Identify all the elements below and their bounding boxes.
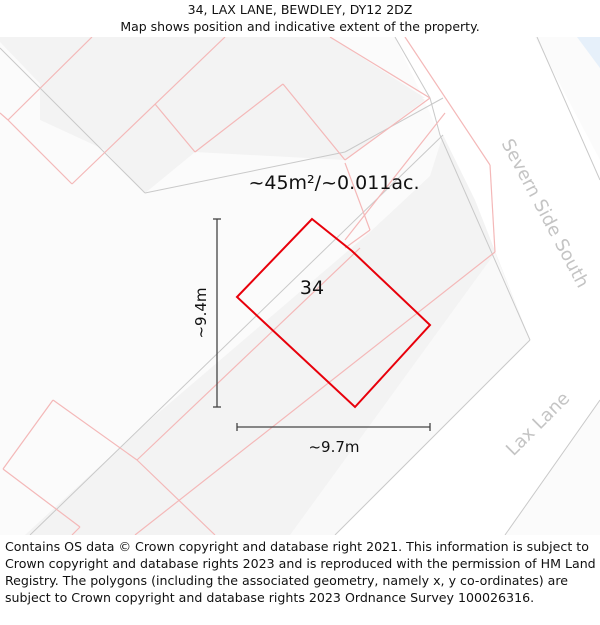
map-header: 34, LAX LANE, BEWDLEY, DY12 2DZ Map show…	[0, 0, 600, 37]
plot-number-label: 34	[300, 277, 324, 299]
plot-lower-right	[290, 253, 530, 535]
property-outline[interactable]	[235, 217, 432, 409]
water-area	[577, 37, 600, 68]
area-label: ~45m²/~0.011ac.	[248, 172, 419, 194]
building-block-top-inner	[40, 37, 425, 193]
road-edges	[0, 37, 600, 535]
dimension-lines	[213, 218, 431, 431]
height-dimension-label: ~9.4m	[192, 287, 210, 338]
width-dimension-label: ~9.7m	[308, 438, 359, 456]
map-subtitle: Map shows position and indicative extent…	[120, 19, 480, 34]
plot-top-left	[0, 80, 105, 184]
boundary-lines	[0, 37, 496, 535]
copyright-attribution: Contains OS data © Crown copyright and d…	[5, 539, 596, 605]
property-map[interactable]: ~45m²/~0.011ac. 34 ~9.4m ~9.7m Severn Si…	[0, 37, 600, 535]
road-area	[330, 37, 600, 535]
property-address-title: 34, LAX LANE, BEWDLEY, DY12 2DZ	[187, 2, 413, 17]
